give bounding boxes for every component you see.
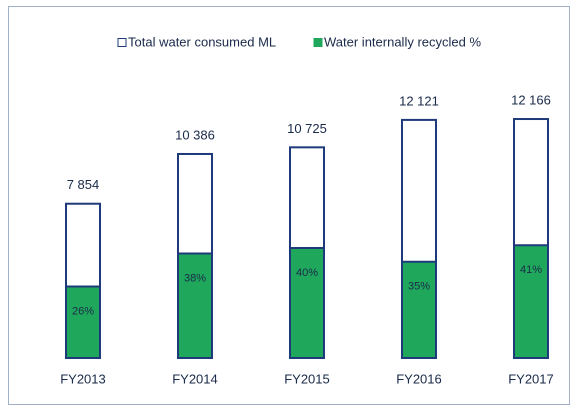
value-label: 38% xyxy=(184,272,206,284)
legend-label: Total water consumed ML xyxy=(128,34,276,49)
x-tick-label: FY2014 xyxy=(172,371,218,386)
legend-swatch xyxy=(313,38,323,47)
value-label: 12 166 xyxy=(511,92,551,107)
x-tick-label: FY2013 xyxy=(60,371,106,386)
bar xyxy=(177,252,213,359)
x-tick-label: FY2015 xyxy=(284,371,330,386)
x-tick-label: FY2016 xyxy=(396,371,442,386)
legend-label: Water internally recycled % xyxy=(324,34,481,49)
x-tick-label: FY2017 xyxy=(508,371,554,386)
value-label: 10 386 xyxy=(175,127,215,142)
legend-swatch xyxy=(117,38,127,47)
value-label: 10 725 xyxy=(287,121,327,136)
chart-frame xyxy=(8,6,570,405)
bar xyxy=(289,247,325,359)
value-label: 40% xyxy=(296,267,318,279)
value-label: 12 121 xyxy=(399,93,439,108)
bar xyxy=(401,260,437,359)
bar xyxy=(513,244,549,359)
value-label: 26% xyxy=(72,305,94,317)
value-label: 7 854 xyxy=(67,177,100,192)
bar xyxy=(65,285,101,359)
value-label: 35% xyxy=(408,281,430,293)
value-label: 41% xyxy=(520,264,542,276)
